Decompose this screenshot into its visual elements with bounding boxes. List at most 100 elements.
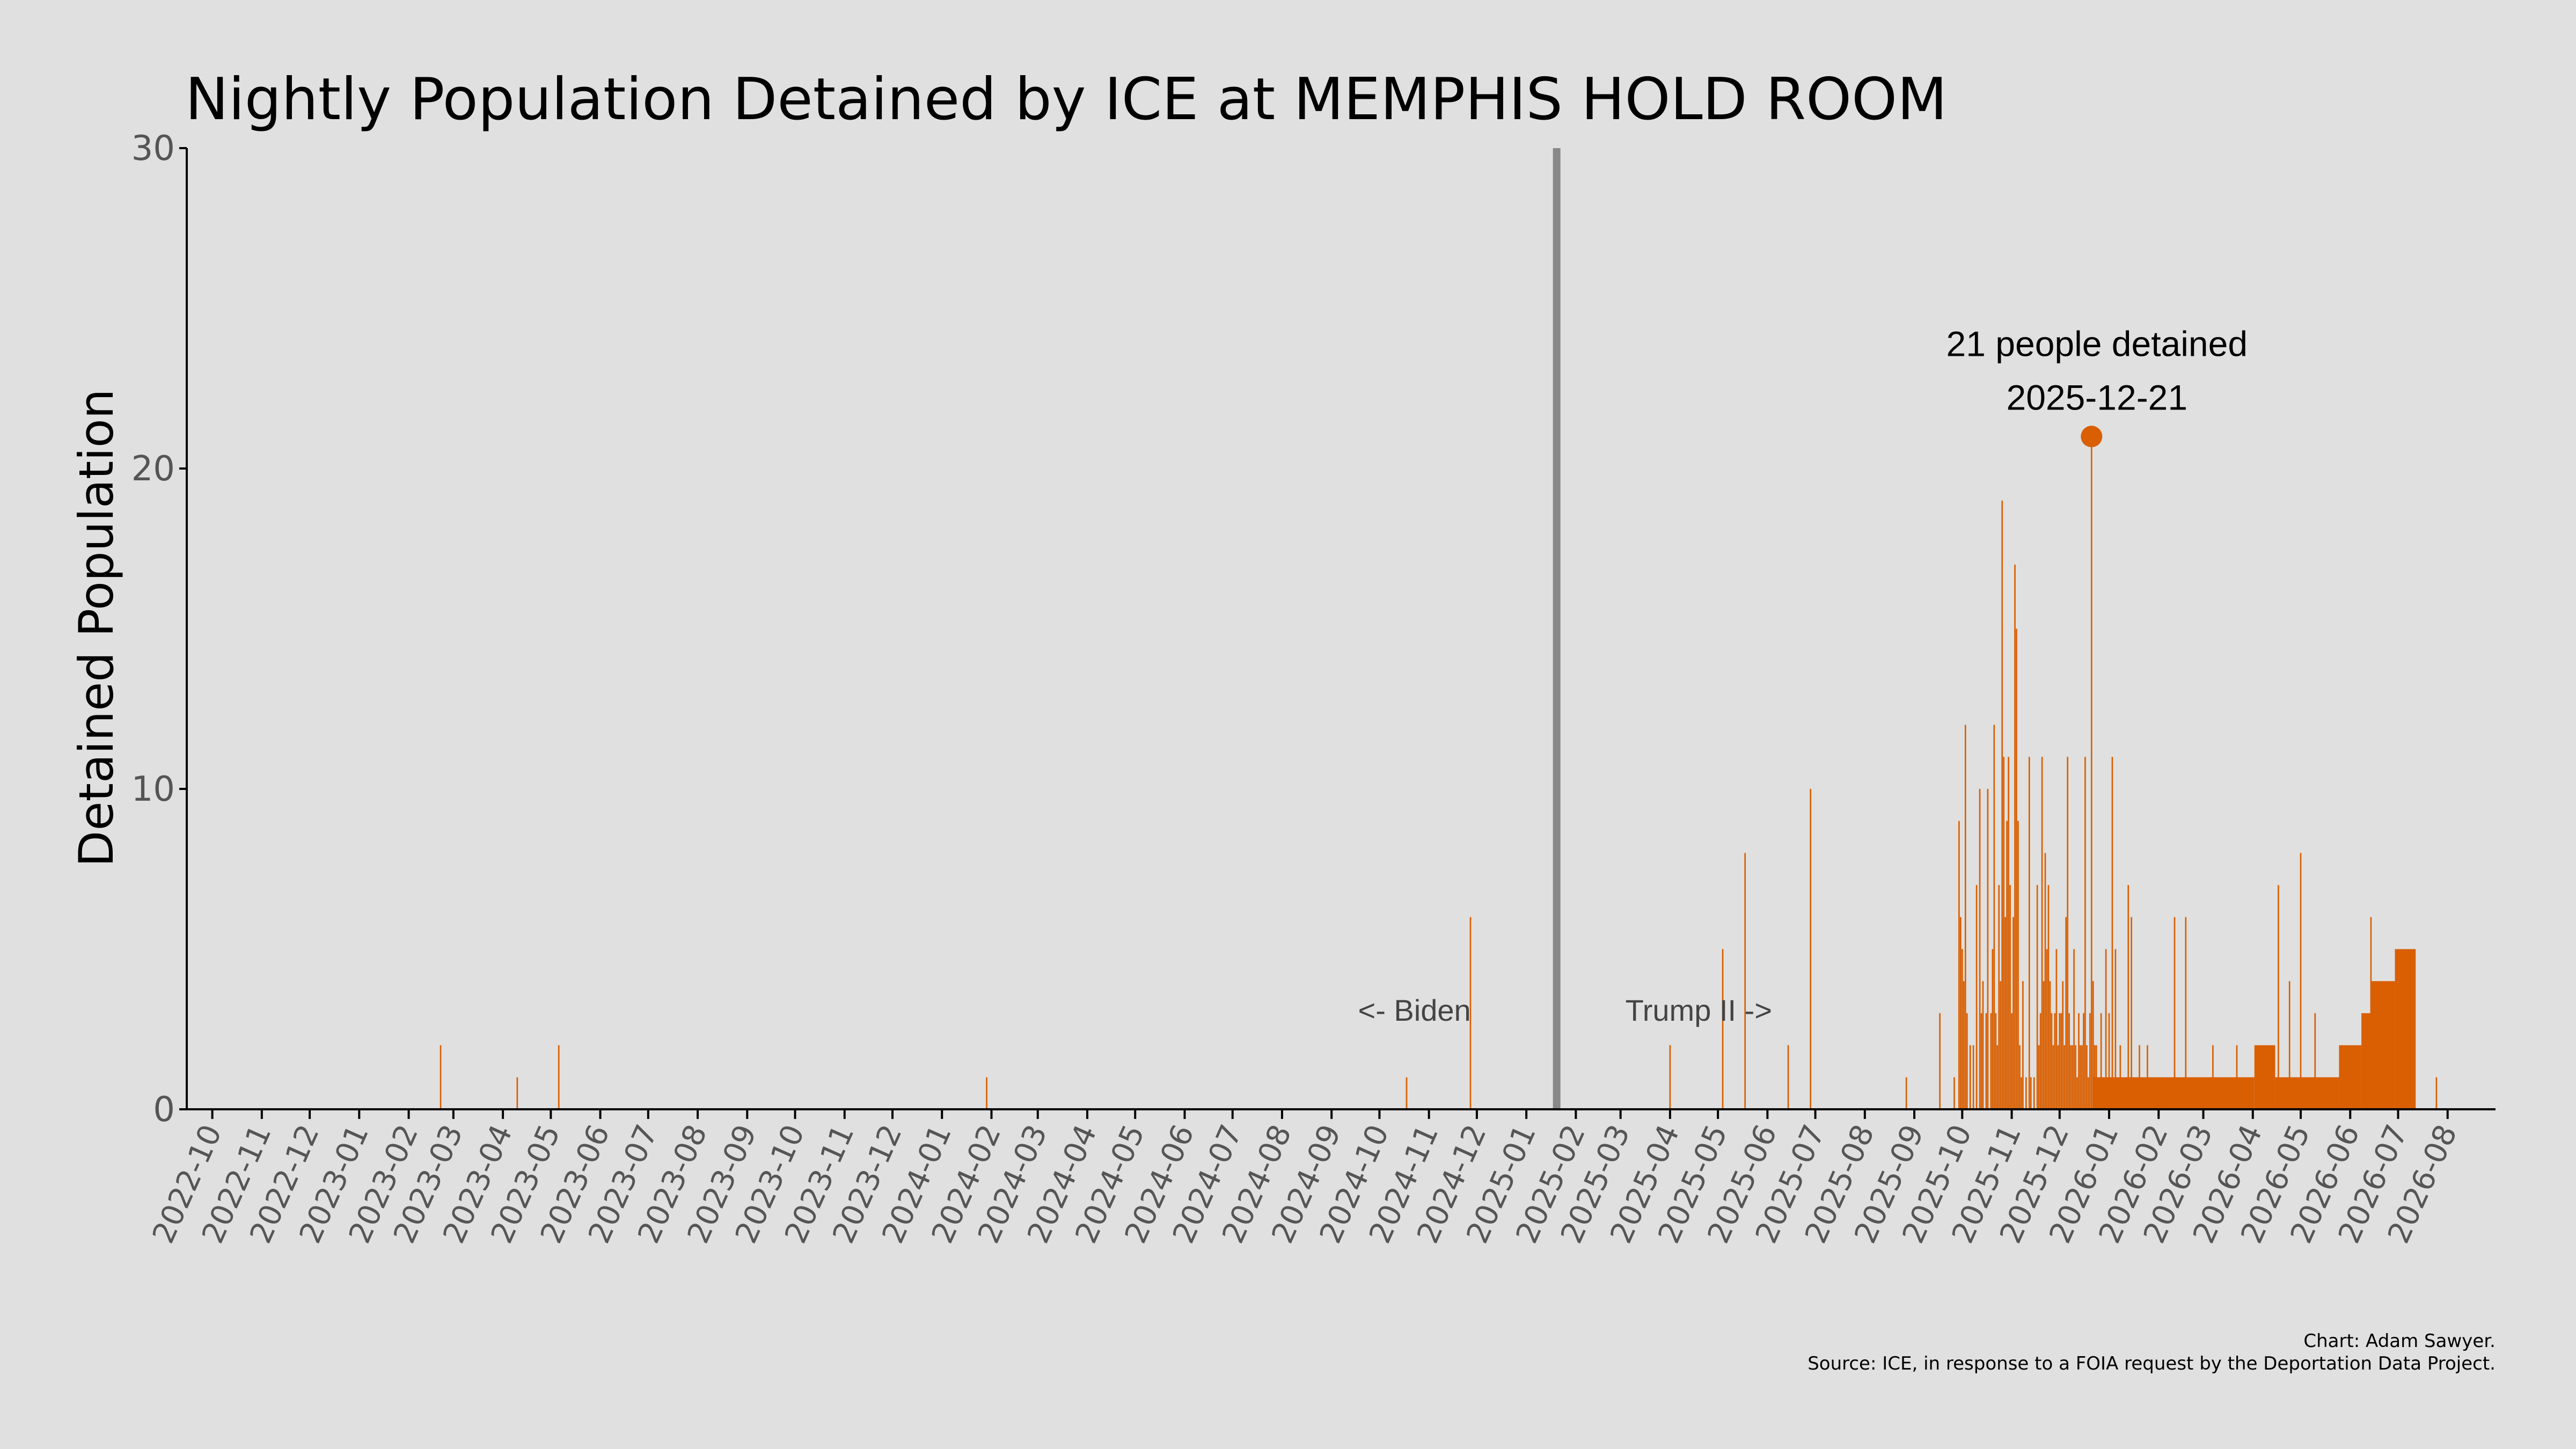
spike-bar [1469, 917, 1472, 1109]
spike-bar [2051, 1013, 2053, 1109]
spike-bar [1982, 981, 1984, 1109]
spike-bar [2083, 1013, 2084, 1109]
spike-bar [2105, 949, 2107, 1109]
spike-bar [2081, 1045, 2083, 1109]
spike-bar [2060, 1013, 2062, 1109]
annotation-date: 2025-12-21 [2006, 377, 2187, 417]
highlight-layer [2081, 426, 2103, 448]
spike-bar [2014, 565, 2016, 1109]
step-bar [2275, 1077, 2339, 1109]
spike-bar [1953, 1077, 1955, 1109]
chart-title: Nightly Population Detained by ICE at ME… [185, 66, 1947, 133]
caption-credit: Chart: Adam Sawyer. [2303, 1330, 2496, 1352]
spike-bar [2001, 500, 2003, 1110]
spike-bar [2094, 1045, 2096, 1109]
spike-bar [2054, 1013, 2056, 1109]
spike-bar [2114, 949, 2117, 1109]
spike-bar [2067, 757, 2069, 1109]
spike-bar [2174, 917, 2176, 1109]
spike-bar [2370, 917, 2372, 1109]
spike-bar [1969, 1045, 1971, 1109]
spike-bar [2006, 821, 2008, 1109]
spike-bar [2078, 1013, 2080, 1109]
spike-bar [1993, 724, 1995, 1109]
spike-bar [2038, 1045, 2040, 1109]
spike-bar [2080, 1045, 2081, 1109]
y-ticks: 0 10 20 30 [131, 129, 187, 1130]
step-bar [2339, 1045, 2362, 1109]
spike-bar [558, 1045, 560, 1109]
spike-bar [1960, 917, 1962, 1109]
spike-bar [2300, 853, 2302, 1109]
spike-bar [2036, 885, 2038, 1109]
spike-bar [2043, 981, 2045, 1109]
annotation-count: 21 people detained [1946, 324, 2248, 363]
highlight-dot [2081, 426, 2103, 448]
spike-bar [2052, 1045, 2054, 1109]
spike-bar [2000, 981, 2002, 1109]
spike-bar [1987, 789, 1989, 1109]
spike-bar [2088, 1077, 2089, 1109]
spike-bar [516, 1077, 518, 1109]
spike-bar [1975, 885, 1978, 1109]
spike-bar [986, 1077, 987, 1109]
spike-bar [1966, 1013, 1968, 1109]
spike-bar [2076, 1077, 2078, 1109]
spike-bar [1980, 1013, 1982, 1109]
bars-layer [440, 436, 2438, 1110]
spike-bar [2033, 1077, 2035, 1109]
spike-bar [2055, 949, 2058, 1109]
spike-bar [2063, 1045, 2066, 1109]
spike-bar [2070, 1045, 2072, 1109]
spike-bar [2131, 917, 2133, 1109]
spike-bar [2062, 981, 2064, 1109]
spike-bar [2030, 1077, 2032, 1109]
era-label-biden: <- Biden [1358, 993, 1470, 1027]
caption-source: Source: ICE, in response to a FOIA reque… [1807, 1353, 2496, 1374]
step-bar [2254, 1045, 2275, 1109]
spike-bar [2041, 757, 2043, 1109]
spike-bar [2086, 1045, 2088, 1109]
spike-bar [2090, 436, 2092, 1109]
spike-bar [1744, 853, 1746, 1109]
y-tick-label: 0 [153, 1090, 175, 1130]
spike-bar [2044, 853, 2046, 1109]
spike-bar [2147, 1045, 2148, 1109]
spike-bar [1979, 789, 1981, 1109]
spike-bar [2084, 757, 2086, 1109]
spike-bar [1722, 949, 1724, 1109]
spike-bar [2049, 981, 2051, 1109]
axes-layer [186, 148, 2496, 1110]
y-axis-label: Detained Population [69, 389, 124, 867]
spike-bar [2435, 1077, 2438, 1109]
spike-bar [2065, 917, 2067, 1109]
spike-bar [2003, 757, 2005, 1109]
spike-bar [2012, 917, 2014, 1109]
spike-bar [2108, 1013, 2110, 1109]
spike-bar [1905, 1077, 1907, 1109]
step-bar [2370, 981, 2395, 1109]
step-bar [2093, 1077, 2255, 1109]
spike-bar [1406, 1077, 1408, 1109]
spike-bar [1810, 789, 1812, 1109]
spike-bar [2073, 949, 2075, 1109]
spike-bar [2127, 885, 2129, 1109]
spike-bar [1963, 981, 1965, 1109]
spike-bar [1995, 1013, 1997, 1109]
spike-bar [2017, 821, 2019, 1109]
spike-bar [2314, 1013, 2316, 1109]
spike-bar [2278, 885, 2279, 1109]
spike-bar [2046, 949, 2048, 1109]
y-tick-label: 10 [131, 770, 175, 809]
spike-bar [1964, 724, 1966, 1109]
spike-bar [2016, 628, 2017, 1109]
x-ticks: 2022-102022-112022-122023-012023-022023-… [146, 1109, 2464, 1248]
spike-bar [2072, 1045, 2073, 1109]
spike-bar [2022, 981, 2024, 1109]
spike-bar [2288, 981, 2290, 1109]
spike-bar [2057, 1045, 2059, 1109]
spike-bar [2039, 1013, 2041, 1109]
spike-bar [1787, 1045, 1789, 1109]
spike-bar [1669, 1045, 1671, 1109]
